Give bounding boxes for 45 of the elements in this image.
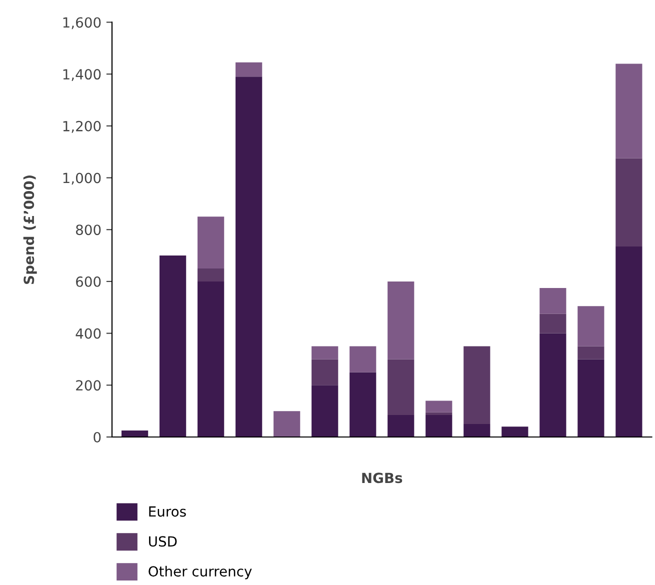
bar [464,346,490,424]
bar [388,281,414,360]
bar [236,62,262,77]
y-tick-label: 600 [76,276,101,287]
bar [426,414,452,437]
bar [160,256,186,437]
bar [616,246,642,437]
bar [350,372,376,437]
bar [388,414,414,437]
y-tick-label: 800 [76,224,101,236]
bar [388,359,414,415]
y-tick-label: 1,600 [63,17,101,30]
bar [312,359,338,386]
bar [122,430,148,437]
legend-label: Other currency [148,566,252,580]
bar [198,281,224,437]
bar [616,64,642,158]
bar [198,216,224,268]
y-tick-label: 1,200 [63,120,101,133]
bar [616,158,642,246]
bar [540,314,566,334]
bar [350,346,376,372]
y-tick-label: 200 [76,380,101,391]
y-tick-label: 1,000 [63,172,101,185]
bar [198,268,224,282]
bar [502,426,528,437]
bar [274,411,300,437]
bar [578,306,604,346]
legend-label: USD [149,536,177,547]
bar [312,346,338,360]
bar [236,76,262,437]
bar [426,412,452,415]
y-tick-label: 400 [76,328,101,339]
y-tick-label: 0 [94,432,101,442]
bar [540,333,566,437]
x-axis-title: NGBs [362,472,402,484]
bar [578,359,604,437]
bar [578,346,604,360]
bar [540,288,566,314]
y-axis-title: Spend (£’000) [23,175,37,284]
y-tick-label: 1,400 [63,69,101,81]
bar [464,424,490,437]
bar [426,400,452,412]
legend-label: Euros [149,506,186,517]
bar [312,385,338,437]
